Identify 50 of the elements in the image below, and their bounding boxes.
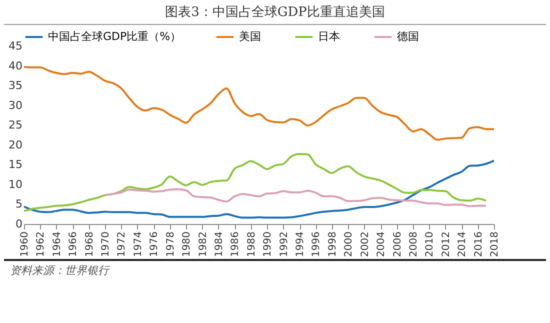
- x-tick-label: 1978: [165, 232, 176, 257]
- text: 资料来源：世界银行: [4, 259, 546, 280]
- x-tick-label: 2016: [473, 232, 484, 257]
- y-tick-label: 0: [16, 218, 22, 230]
- y-tick-label: 20: [8, 138, 22, 152]
- y-tick-label: 25: [8, 118, 22, 132]
- y-tick-label: 5: [16, 198, 22, 211]
- x-tick-label: 2004: [376, 232, 388, 257]
- x-tick-label: 2018: [490, 232, 500, 257]
- x-tick-label: 2006: [392, 232, 404, 257]
- x-tick-label: 2002: [360, 232, 371, 257]
- line-series: [23, 152, 487, 212]
- x-tick-label: 2014: [457, 232, 468, 257]
- y-tick-label: 15: [8, 158, 22, 172]
- y-tick-label: 10: [8, 178, 22, 191]
- x-tick-label: 1990: [262, 232, 274, 257]
- x-tick-label: 1996: [311, 232, 322, 257]
- x-tick-label: 1966: [68, 232, 80, 257]
- x-tick-label: 1972: [116, 232, 128, 257]
- x-tick-label: 1988: [246, 232, 258, 257]
- line-series: [23, 66, 495, 141]
- x-tick-label: 1984: [214, 232, 225, 257]
- x-tick-label: 1974: [132, 232, 144, 257]
- x-tick-label: 1964: [52, 232, 63, 257]
- x-tick-label: 1962: [36, 232, 47, 257]
- chart-title: 图表3：中国占全球GDP比重直追美国: [4, 0, 546, 25]
- y-tick-label: 35: [8, 79, 22, 92]
- x-tick-label: 1976: [149, 232, 160, 257]
- y-tick-label: 45: [8, 40, 22, 52]
- line-series: [23, 160, 495, 219]
- y-tick-label: 30: [8, 98, 22, 112]
- legend-label: 日本: [318, 30, 340, 43]
- legend-label: 德国: [397, 30, 419, 43]
- x-tick-label: 1992: [278, 232, 290, 257]
- x-tick-label: 2000: [344, 232, 355, 257]
- x-tick-label: 2012: [440, 232, 452, 257]
- x-tick-label: 1998: [327, 232, 338, 257]
- x-tick-label: 1968: [84, 232, 96, 257]
- x-tick-label: 1982: [198, 232, 209, 257]
- line-series: [104, 188, 487, 208]
- legend-label: 中国占全球GDP比重（%）: [48, 30, 182, 43]
- x-tick-label: 2010: [424, 232, 436, 257]
- x-tick-label: 1994: [295, 232, 306, 257]
- x-tick-label: 1970: [100, 232, 112, 257]
- x-tick-label: 1980: [182, 232, 193, 257]
- x-tick-label: 2008: [408, 232, 420, 257]
- x-tick-label: 1986: [230, 232, 242, 257]
- y-tick-label: 40: [8, 59, 22, 72]
- legend-label: 美国: [239, 30, 261, 43]
- x-tick-label: 1960: [20, 232, 30, 257]
